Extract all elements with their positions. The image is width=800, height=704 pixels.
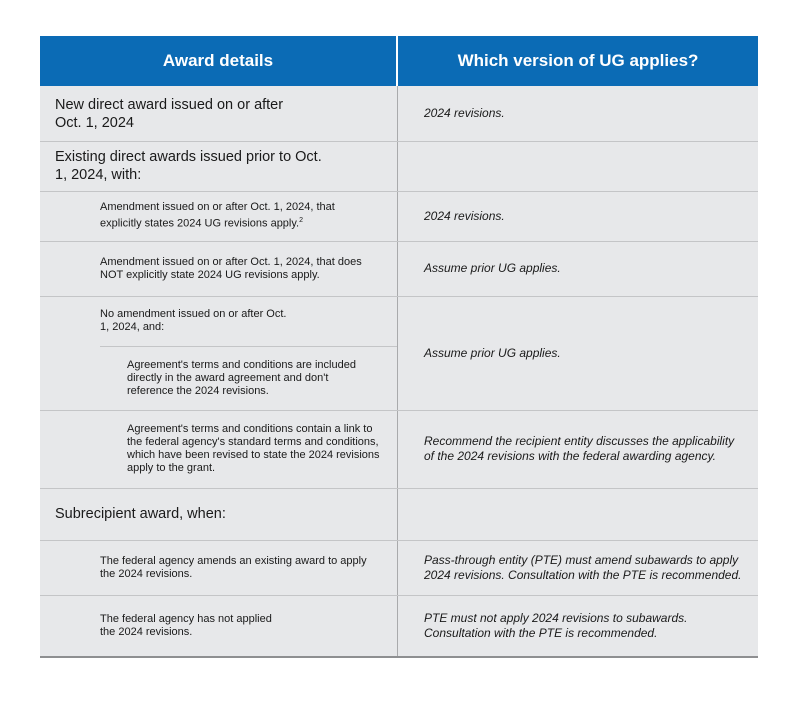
row-label-text: Agreement's terms and conditions contain… [127, 423, 380, 474]
row-label: No amendment issued on or after Oct. 1, … [100, 296, 290, 346]
row-label: Agreement's terms and conditions contain… [127, 410, 389, 488]
row-value: PTE must not apply 2024 revisions to sub… [424, 595, 744, 657]
header-cell: Which version of UG applies? [398, 36, 758, 86]
row-label: The federal agency has not applied the 2… [100, 595, 290, 657]
row-label-text: Amendment issued on or after Oct. 1, 202… [100, 255, 362, 281]
row-value: Recommend the recipient entity discusses… [424, 410, 744, 488]
row-label-text: New direct award issued on or after Oct.… [55, 96, 284, 131]
row-label-text: The federal agency has not applied the 2… [100, 613, 272, 638]
row-divider [40, 540, 758, 541]
row-label-text: Existing direct awards issued prior to O… [55, 149, 322, 183]
row-label: The federal agency amends an existing aw… [100, 540, 380, 595]
row-label: Subrecipient award, when: [55, 488, 355, 540]
table-bottom [40, 656, 758, 658]
row-value: Pass-through entity (PTE) must amend sub… [424, 540, 744, 595]
row-label: Amendment issued on or after Oct. 1, 202… [100, 191, 335, 241]
row-value: Assume prior UG applies. [424, 241, 744, 296]
row-value-text: Assume prior UG applies. [424, 345, 561, 360]
row-label: New direct award issued on or after Oct.… [55, 86, 305, 141]
header-text: Award details [162, 51, 274, 70]
row-divider [40, 141, 758, 142]
right-column [398, 86, 758, 657]
left-column [40, 86, 397, 657]
column-divider [397, 86, 398, 657]
row-divider [100, 346, 397, 347]
row-divider [40, 410, 758, 411]
row-label-text: The federal agency amends an existing aw… [100, 554, 367, 580]
row-divider [40, 191, 758, 192]
header-cell: Award details [40, 36, 396, 86]
row-label-text: Amendment issued on or after Oct. 1, 202… [100, 201, 335, 230]
row-divider [40, 241, 758, 242]
row-divider [40, 595, 758, 596]
row-label: Amendment issued on or after Oct. 1, 202… [100, 241, 370, 296]
row-value-text: 2024 revisions. [424, 208, 505, 223]
row-divider [40, 296, 758, 297]
header-text: Which version of UG applies? [457, 51, 699, 70]
row-label: Existing direct awards issued prior to O… [55, 141, 325, 191]
row-value-text: Recommend the recipient entity discusses… [424, 434, 735, 463]
row-label-text: Subrecipient award, when: [55, 506, 226, 522]
row-value-text: Assume prior UG applies. [424, 261, 561, 275]
row-value: 2024 revisions. [424, 86, 744, 141]
row-label-text: No amendment issued on or after Oct. 1, … [100, 308, 287, 333]
row-label-text: Agreement's terms and conditions are inc… [127, 358, 356, 397]
row-value: Assume prior UG applies. [424, 296, 744, 410]
footnote: 2 [299, 217, 304, 225]
row-value-text: 2024 revisions. [424, 106, 505, 120]
row-label: Agreement's terms and conditions are inc… [127, 346, 377, 410]
row-value-text: Pass-through entity (PTE) must amend sub… [424, 552, 742, 582]
row-value: 2024 revisions. [424, 191, 744, 241]
row-value-text: PTE must not apply 2024 revisions to sub… [424, 611, 688, 640]
row-divider [40, 488, 758, 489]
